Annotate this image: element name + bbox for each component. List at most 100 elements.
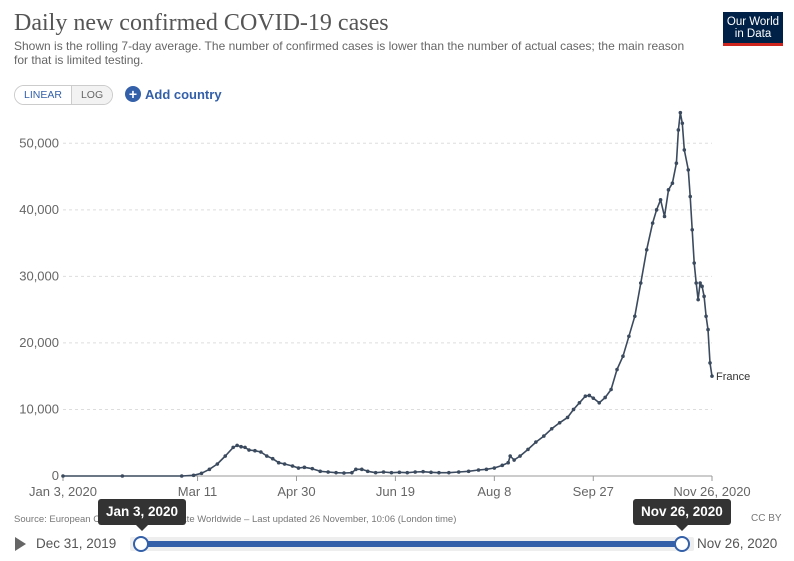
data-point[interactable] xyxy=(223,454,228,458)
data-point[interactable] xyxy=(276,460,281,465)
data-point[interactable] xyxy=(476,468,481,472)
data-point[interactable] xyxy=(239,444,243,449)
data-point[interactable] xyxy=(508,454,512,458)
data-point[interactable] xyxy=(253,448,257,453)
data-point[interactable] xyxy=(518,454,522,458)
timeline-selected-range[interactable] xyxy=(141,541,682,547)
data-point[interactable] xyxy=(534,440,538,444)
data-point[interactable] xyxy=(456,470,461,474)
timeline-end-handle[interactable] xyxy=(674,536,690,552)
data-point[interactable] xyxy=(700,284,704,289)
data-point[interactable] xyxy=(389,470,394,475)
data-point[interactable] xyxy=(207,467,212,472)
data-point[interactable] xyxy=(350,470,354,475)
data-point[interactable] xyxy=(577,401,582,405)
data-point[interactable] xyxy=(688,194,693,199)
data-point[interactable] xyxy=(680,121,685,126)
data-point[interactable] xyxy=(638,281,643,285)
linear-scale-button[interactable]: LINEAR xyxy=(15,86,72,104)
data-point[interactable] xyxy=(565,415,570,420)
data-point[interactable] xyxy=(542,434,546,438)
data-point[interactable] xyxy=(231,445,235,450)
data-point[interactable] xyxy=(310,466,315,471)
data-point[interactable] xyxy=(676,128,681,132)
data-point[interactable] xyxy=(682,148,687,152)
data-point[interactable] xyxy=(708,361,712,365)
data-point[interactable] xyxy=(526,447,530,452)
data-point[interactable] xyxy=(326,470,330,474)
data-point[interactable] xyxy=(247,448,251,452)
data-point[interactable] xyxy=(282,462,287,466)
data-point[interactable] xyxy=(359,467,364,472)
data-point[interactable] xyxy=(658,198,663,202)
data-point[interactable] xyxy=(621,354,625,359)
data-point[interactable] xyxy=(702,294,706,299)
data-point[interactable] xyxy=(698,281,702,285)
data-point[interactable] xyxy=(706,327,710,332)
data-point[interactable] xyxy=(421,469,425,474)
data-point[interactable] xyxy=(397,470,402,475)
data-point[interactable] xyxy=(597,401,602,405)
data-point[interactable] xyxy=(484,467,489,472)
series-label-france[interactable]: France xyxy=(716,371,750,383)
data-point[interactable] xyxy=(678,110,683,115)
data-point[interactable] xyxy=(557,420,562,425)
data-point[interactable] xyxy=(492,466,497,470)
data-point[interactable] xyxy=(694,281,698,285)
data-point[interactable] xyxy=(429,470,433,475)
data-point[interactable] xyxy=(334,470,338,475)
data-point[interactable] xyxy=(650,221,655,225)
data-point[interactable] xyxy=(692,261,696,265)
data-point[interactable] xyxy=(627,334,631,339)
data-point[interactable] xyxy=(120,474,125,478)
data-point[interactable] xyxy=(296,466,301,470)
series-line-france[interactable] xyxy=(63,111,713,477)
data-point[interactable] xyxy=(466,469,471,474)
data-point[interactable] xyxy=(603,395,607,400)
data-point[interactable] xyxy=(215,462,220,466)
data-point[interactable] xyxy=(609,387,613,392)
data-point[interactable] xyxy=(373,470,378,475)
data-point[interactable] xyxy=(654,208,659,212)
data-point[interactable] xyxy=(302,465,307,470)
timeline-start-handle[interactable] xyxy=(133,536,149,552)
data-point[interactable] xyxy=(243,445,247,450)
data-point[interactable] xyxy=(191,473,196,478)
data-point[interactable] xyxy=(710,374,714,378)
data-point[interactable] xyxy=(704,314,708,319)
data-point[interactable] xyxy=(670,181,675,185)
add-country-button[interactable]: + Add country xyxy=(125,86,222,102)
data-point[interactable] xyxy=(354,467,358,472)
data-point[interactable] xyxy=(405,470,410,475)
data-point[interactable] xyxy=(591,396,596,400)
owid-logo[interactable]: Our World in Data xyxy=(723,12,783,46)
data-point[interactable] xyxy=(583,394,588,398)
data-point[interactable] xyxy=(549,426,554,431)
data-point[interactable] xyxy=(506,460,510,465)
play-icon[interactable] xyxy=(15,537,26,551)
data-point[interactable] xyxy=(437,470,441,475)
data-point[interactable] xyxy=(644,247,649,252)
data-point[interactable] xyxy=(259,450,263,454)
data-point[interactable] xyxy=(587,393,592,398)
data-point[interactable] xyxy=(235,443,239,448)
data-point[interactable] xyxy=(61,474,65,478)
data-point[interactable] xyxy=(318,469,323,474)
data-point[interactable] xyxy=(512,458,516,462)
data-point[interactable] xyxy=(381,470,386,474)
data-point[interactable] xyxy=(696,297,700,302)
data-point[interactable] xyxy=(270,456,275,461)
data-point[interactable] xyxy=(199,471,204,476)
data-point[interactable] xyxy=(633,314,637,319)
log-scale-button[interactable]: LOG xyxy=(71,86,113,104)
data-point[interactable] xyxy=(290,464,295,468)
data-point[interactable] xyxy=(447,470,451,475)
data-point[interactable] xyxy=(666,188,671,192)
data-point[interactable] xyxy=(500,463,505,468)
data-point[interactable] xyxy=(365,469,370,474)
data-point[interactable] xyxy=(662,214,667,219)
data-point[interactable] xyxy=(342,471,346,475)
data-point[interactable] xyxy=(615,367,619,372)
data-point[interactable] xyxy=(179,474,184,478)
data-point[interactable] xyxy=(571,407,576,412)
